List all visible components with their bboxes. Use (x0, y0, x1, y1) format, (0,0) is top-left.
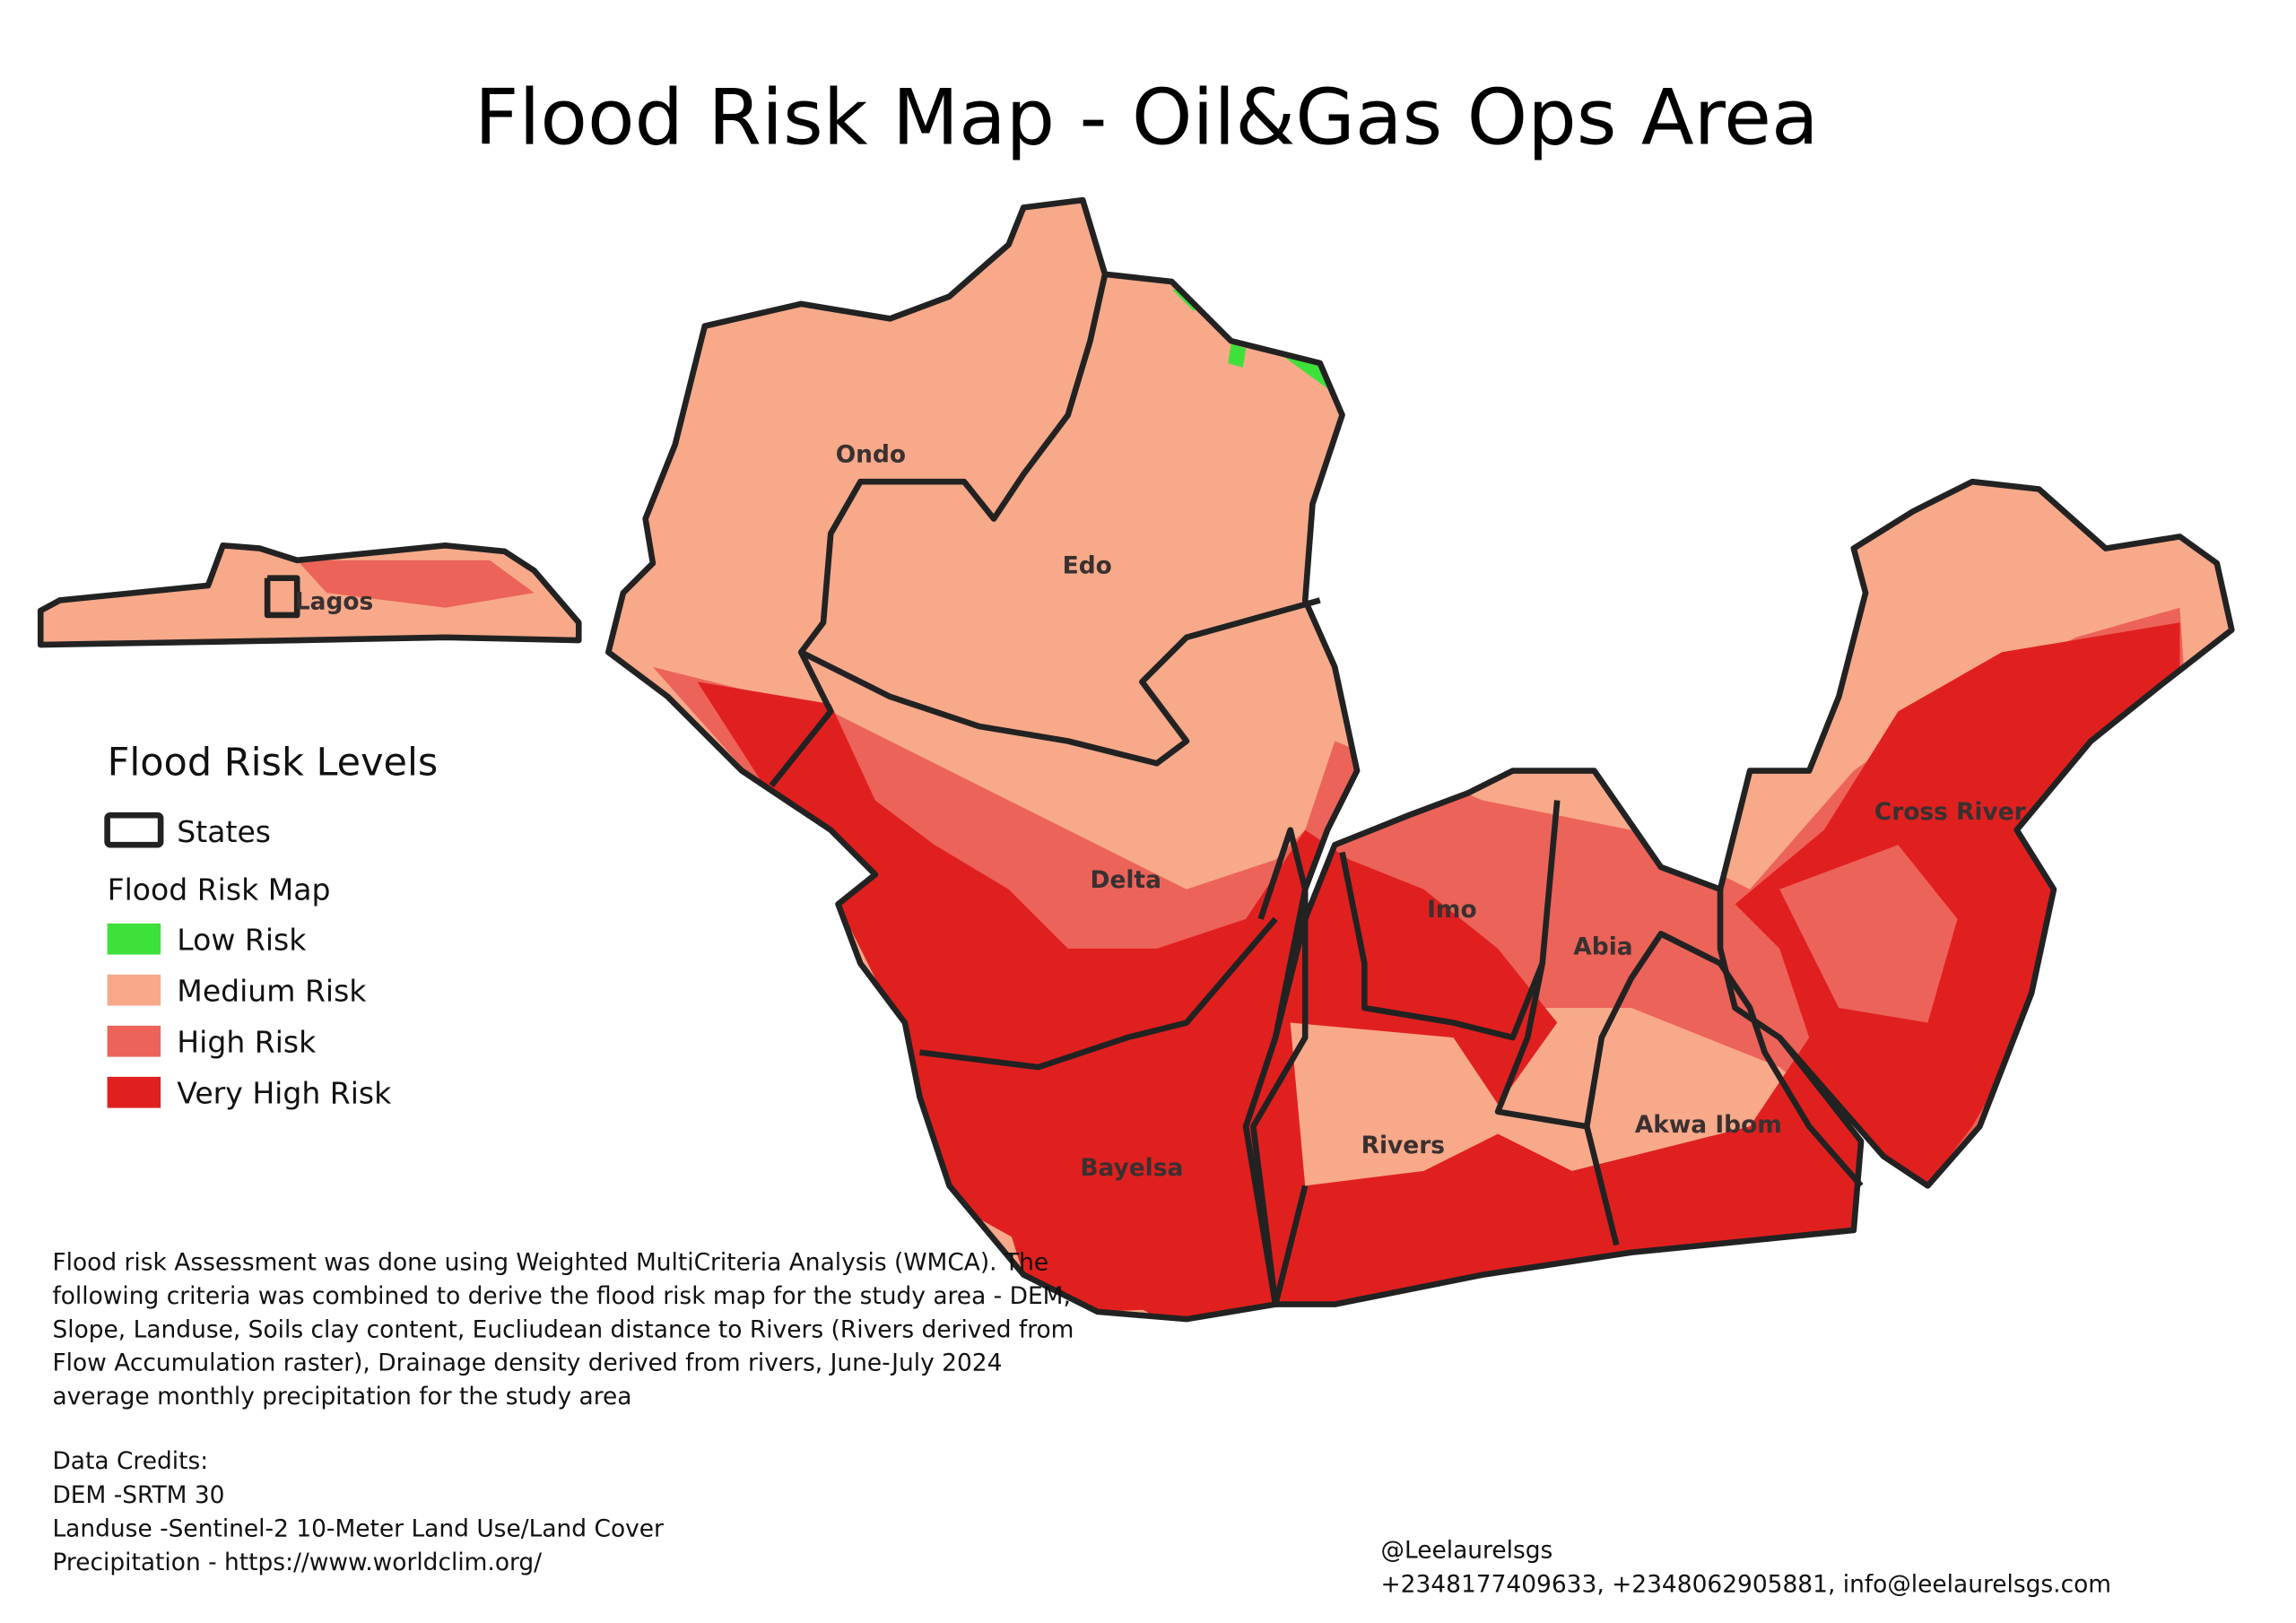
legend-label: Low Risk (177, 923, 307, 958)
state-label: Abia (1573, 933, 1632, 961)
description-line: Flow Accumulation raster), Drainage dens… (52, 1350, 1002, 1377)
medium-risk-area (1290, 1022, 1513, 1186)
state-label: Bayelsa (1080, 1154, 1183, 1182)
state-label: Cross River (1874, 798, 2026, 826)
description-line: Slope, Landuse, Soils clay content, Eucl… (52, 1315, 1074, 1343)
legend-swatch (107, 923, 161, 955)
legend-swatch (107, 1025, 161, 1057)
state-label: Imo (1427, 896, 1477, 924)
legend-subtitle: Flood Risk Map (108, 872, 331, 907)
state-label: Ondo (836, 441, 906, 469)
low-risk-area (1228, 343, 1247, 368)
legend-label: Medium Risk (177, 974, 367, 1009)
credits-line: Landuse -Sentinel-2 10-Meter Land Use/La… (52, 1515, 664, 1542)
state-labels: Ondo Lagos Edo Delta Bayelsa Imo Abia Ri… (295, 441, 2026, 1182)
contact-handle: @Leelaurelsgs (1381, 1536, 1553, 1564)
credits-title: Data Credits: (52, 1447, 208, 1475)
state-label: Akwa Ibom (1635, 1111, 1782, 1139)
credits: Data Credits: DEM -SRTM 30 Landuse -Sentin… (52, 1447, 664, 1576)
state-label: Edo (1063, 552, 1112, 580)
legend-states-swatch (104, 812, 164, 848)
credits-line: DEM -SRTM 30 (52, 1481, 224, 1509)
legend-title: Flood Risk Levels (108, 741, 439, 785)
state-borders (37, 200, 2235, 1319)
legend: Flood Risk Levels States Flood Risk Map … (104, 741, 439, 1111)
legend-label: Very High Risk (177, 1076, 392, 1111)
legend-swatch (107, 1076, 161, 1108)
legend-swatch (107, 974, 161, 1006)
description-line: Flood risk Assessment was done using Wei… (52, 1249, 1048, 1277)
credits-line: Precipitation - https://www.worldclim.or… (52, 1549, 542, 1576)
description: Flood risk Assessment was done using Wei… (52, 1249, 1074, 1410)
description-line: average monthly precipitation for the st… (52, 1383, 631, 1410)
contact-details: +2348177409633, +2348062905881, info@lee… (1381, 1570, 2112, 1598)
legend-states-label: States (177, 814, 271, 849)
high-risk-area (297, 560, 535, 608)
very-high-risk-area (949, 1022, 1306, 1312)
description-line: following criteria was combined to deriv… (52, 1282, 1070, 1310)
state-label: Delta (1090, 866, 1161, 894)
legend-label: High Risk (177, 1025, 317, 1060)
map-title: Flood Risk Map - Oil&Gas Ops Area (474, 73, 1819, 162)
state-label: Lagos (295, 587, 374, 615)
state-label: Rivers (1361, 1132, 1445, 1159)
